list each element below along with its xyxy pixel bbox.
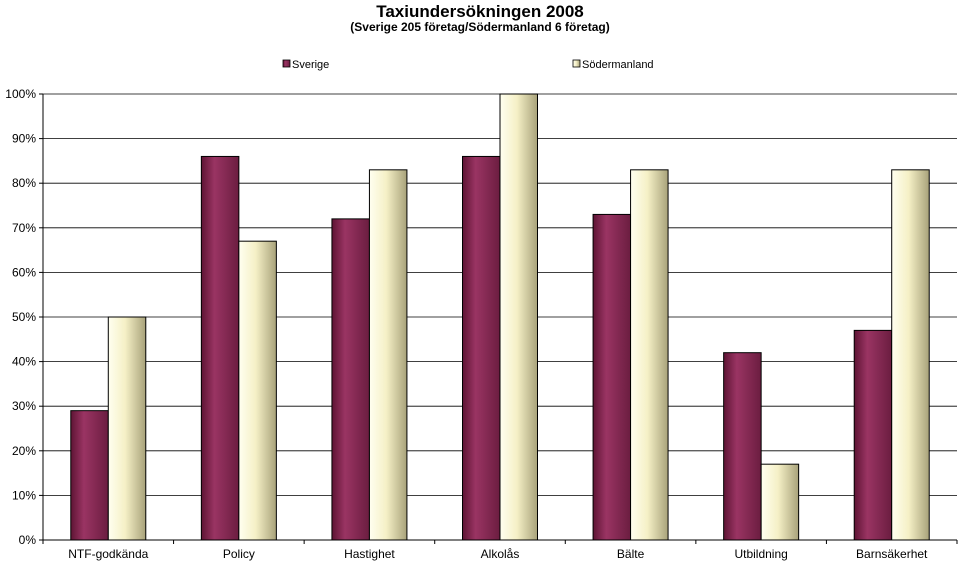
legend-swatch-sodermanland bbox=[572, 59, 581, 68]
legend-swatch-sverige bbox=[282, 59, 291, 68]
x-tick-label: Alkolås bbox=[481, 547, 520, 561]
bar-sodermanland bbox=[499, 93, 538, 541]
bar-sverige bbox=[331, 218, 370, 541]
y-tick-label: 60% bbox=[12, 265, 36, 279]
chart-title: Taxiundersökningen 2008 bbox=[376, 2, 584, 21]
y-tick-label: 10% bbox=[12, 488, 36, 502]
y-tick-label: 50% bbox=[12, 310, 36, 324]
y-tick-label: 40% bbox=[12, 355, 36, 369]
bar-sodermanland bbox=[107, 316, 147, 541]
bars bbox=[70, 93, 930, 541]
y-tick-label: 80% bbox=[12, 176, 36, 190]
legend: Sverige Södermanland bbox=[282, 59, 654, 71]
y-tick-label: 30% bbox=[12, 399, 36, 413]
bar-sodermanland bbox=[630, 169, 669, 541]
bar-sverige bbox=[592, 213, 632, 541]
y-tick-label: 20% bbox=[12, 444, 36, 458]
bar-sodermanland bbox=[238, 240, 277, 541]
x-tick-label: Policy bbox=[223, 547, 255, 561]
bar-sodermanland bbox=[760, 463, 800, 541]
chart-subtitle: (Sverige 205 företag/Södermanland 6 före… bbox=[350, 20, 609, 34]
bar-sodermanland bbox=[368, 169, 408, 541]
x-tick-label: Utbildning bbox=[734, 547, 787, 561]
y-tick-label: 90% bbox=[12, 132, 36, 146]
bar-sverige bbox=[853, 329, 893, 541]
x-tick-label: Bälte bbox=[617, 547, 645, 561]
y-tick-label: 0% bbox=[19, 533, 37, 547]
legend-label-sverige: Sverige bbox=[292, 59, 329, 71]
x-tick-label: Barnsäkerhet bbox=[856, 547, 928, 561]
legend-label-sodermanland: Södermanland bbox=[582, 59, 654, 71]
x-axis-ticks: NTF-godkända Policy Hastighet Alkolås Bälte U… bbox=[42, 540, 958, 561]
bar-sodermanland bbox=[891, 169, 930, 541]
bar-sverige bbox=[70, 410, 109, 541]
x-tick-label: Hastighet bbox=[344, 547, 395, 561]
y-axis-ticks: 0% 10% 20% 30% 40% 50% 60% 70% 80% 90% 100% bbox=[5, 87, 43, 547]
bar-sverige bbox=[723, 352, 762, 541]
y-tick-label: 70% bbox=[12, 221, 36, 235]
x-tick-label: NTF-godkända bbox=[68, 547, 148, 561]
bar-sverige bbox=[200, 155, 240, 541]
y-tick-label: 100% bbox=[5, 87, 36, 101]
axes bbox=[42, 94, 957, 541]
bar-sverige bbox=[462, 155, 501, 541]
